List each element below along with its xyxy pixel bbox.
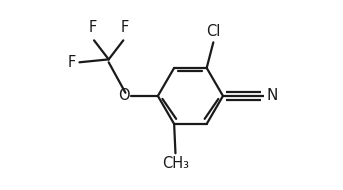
Text: F: F — [88, 20, 97, 35]
Text: O: O — [118, 89, 130, 103]
Text: F: F — [120, 20, 129, 35]
Text: F: F — [67, 55, 75, 70]
Text: Cl: Cl — [206, 24, 221, 39]
Text: N: N — [266, 89, 278, 103]
Text: CH₃: CH₃ — [162, 156, 189, 171]
